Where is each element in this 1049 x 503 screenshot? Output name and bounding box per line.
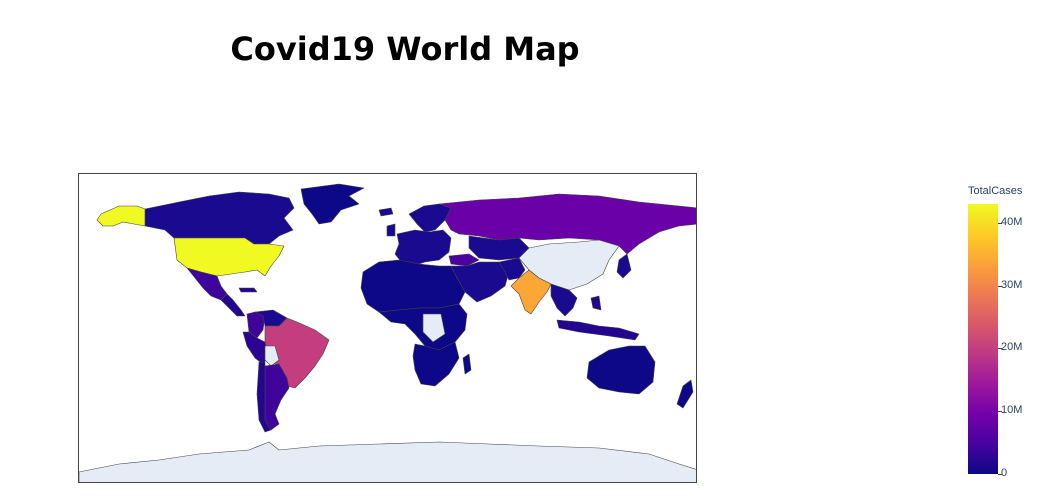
region-southern-africa[interactable] bbox=[412, 341, 460, 387]
colorbar-title: TotalCases bbox=[968, 185, 1023, 197]
region-central-america[interactable] bbox=[220, 293, 246, 317]
colorbar-tick-40m: 40M bbox=[1001, 216, 1023, 228]
choropleth-map[interactable] bbox=[78, 173, 697, 483]
region-japan[interactable] bbox=[616, 253, 632, 279]
region-bolivia[interactable] bbox=[264, 345, 280, 367]
colorbar-tickmark bbox=[998, 411, 1002, 412]
colorbar-tickmark bbox=[998, 474, 1002, 475]
colorbar-tickmark bbox=[998, 286, 1002, 287]
region-africa-no-data[interactable] bbox=[422, 313, 446, 343]
region-antarctica[interactable] bbox=[79, 441, 697, 483]
colorbar bbox=[968, 204, 998, 474]
region-canada[interactable] bbox=[144, 191, 295, 245]
world-map-svg[interactable] bbox=[79, 174, 697, 483]
colorbar-tick-30m: 30M bbox=[1001, 279, 1023, 291]
region-indonesia[interactable] bbox=[556, 319, 640, 341]
region-north-africa[interactable] bbox=[360, 259, 466, 313]
region-iceland[interactable] bbox=[378, 207, 394, 217]
colorbar-tickmark bbox=[998, 223, 1002, 224]
region-turkey[interactable] bbox=[448, 253, 480, 267]
region-madagascar[interactable] bbox=[462, 353, 472, 375]
region-chile[interactable] bbox=[256, 361, 272, 433]
colorbar-tick-20m: 20M bbox=[1001, 341, 1023, 353]
region-india[interactable] bbox=[510, 269, 552, 315]
region-scandinavia[interactable] bbox=[408, 203, 452, 233]
region-europe[interactable] bbox=[394, 229, 452, 267]
colorbar-tick-10m: 10M bbox=[1001, 404, 1023, 416]
colorbar-tick-0: 0 bbox=[1001, 467, 1008, 479]
region-greenland[interactable] bbox=[300, 183, 365, 225]
region-philippines[interactable] bbox=[590, 295, 602, 311]
region-new-zealand[interactable] bbox=[676, 379, 694, 409]
region-australia[interactable] bbox=[586, 345, 656, 395]
map-title: Covid19 World Map bbox=[230, 30, 580, 68]
region-alaska[interactable] bbox=[96, 205, 146, 227]
region-uk[interactable] bbox=[386, 223, 396, 237]
region-caribbean[interactable] bbox=[238, 287, 258, 293]
colorbar-tickmark bbox=[998, 348, 1002, 349]
region-southeast-asia[interactable] bbox=[550, 283, 578, 317]
